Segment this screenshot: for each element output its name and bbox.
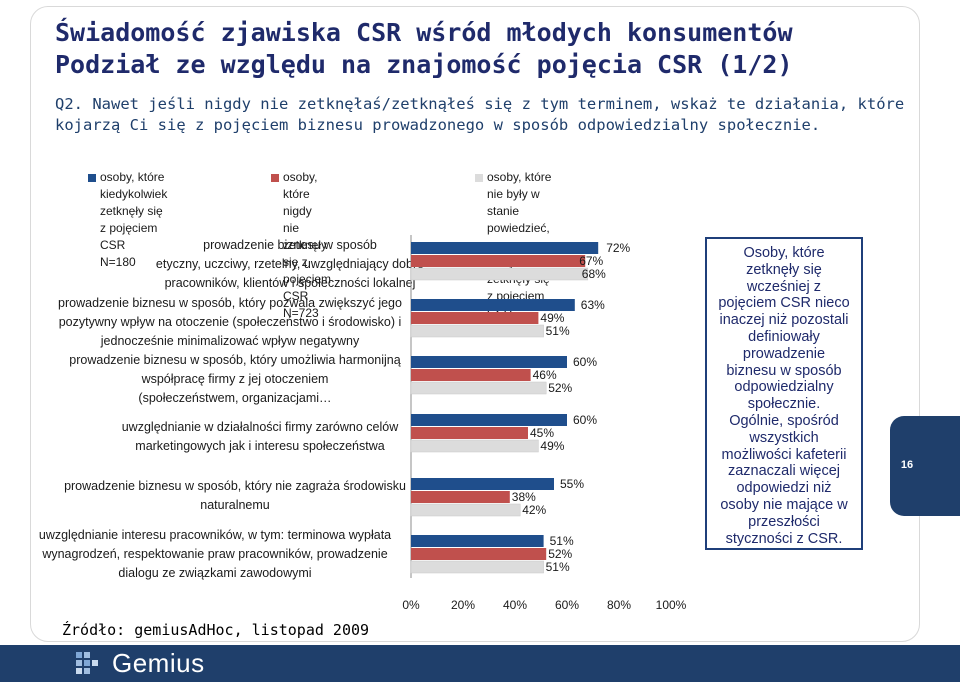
category-label: prowadzenie biznesu w sposób, który pozw… (58, 296, 402, 348)
bar (410, 267, 589, 281)
data-label: 63% (581, 298, 605, 312)
bar (411, 255, 586, 267)
data-label: 60% (573, 355, 597, 369)
data-label: 72% (606, 241, 630, 255)
data-label: 67% (579, 254, 603, 268)
source-note: Źródło: gemiusAdHoc, listopad 2009 (62, 621, 370, 639)
gemius-logo-text: Gemius (112, 648, 205, 678)
category-label: uwzględnianie w działalności firmy zarów… (121, 420, 399, 453)
legend-swatch-blue (88, 174, 96, 182)
x-tick-label: 20% (451, 598, 475, 612)
x-tick-label: 40% (503, 598, 527, 612)
bar (411, 369, 531, 381)
data-label: 60% (573, 413, 597, 427)
bar (410, 324, 544, 338)
bar (411, 535, 544, 547)
footer-bar (0, 645, 960, 682)
category-label: prowadzenie biznesu w sposób etyczny, uc… (155, 238, 425, 290)
data-label: 68% (582, 267, 606, 281)
data-label: 49% (540, 439, 564, 453)
data-label: 52% (548, 381, 572, 395)
page-number: 16 (900, 459, 914, 471)
bar (411, 427, 528, 439)
slide-title: Świadomość zjawiska CSR wśród młodych ko… (55, 18, 793, 79)
legend-swatch-gray (475, 174, 483, 182)
data-label: 38% (512, 490, 536, 504)
bar (410, 439, 539, 453)
legend-label: osoby, które nigdy nie zetknęły się z po… (283, 170, 332, 320)
x-tick-label: 60% (555, 598, 579, 612)
legend-label: osoby, które kiedykolwiek zetknęły się z… (100, 170, 168, 269)
category-label: prowadzenie biznesu w sposób, który umoż… (69, 353, 401, 405)
data-label: 46% (533, 368, 557, 382)
page-number-tab (890, 416, 960, 516)
data-label: 51% (550, 534, 574, 548)
category-label: prowadzenie biznesu w sposób, który nie … (64, 479, 406, 512)
x-tick-label: 100% (656, 598, 687, 612)
legend-swatch-red (271, 174, 279, 182)
data-label: 45% (530, 426, 554, 440)
bar (410, 381, 547, 395)
bar (411, 478, 554, 490)
data-label: 51% (546, 560, 570, 574)
bar (411, 548, 547, 560)
side-note-box: Osoby, które zetknęły się wcześniej z po… (705, 237, 863, 550)
bar (410, 503, 521, 517)
bar (411, 414, 567, 426)
data-label: 55% (560, 477, 584, 491)
x-tick-label: 80% (607, 598, 631, 612)
survey-question: Q2. Nawet jeśli nigdy nie zetknęłaś/zetk… (55, 95, 905, 134)
bar (410, 560, 544, 574)
x-tick-label: 0% (402, 598, 420, 612)
data-label: 52% (548, 547, 572, 561)
bar (411, 356, 567, 368)
data-label: 42% (522, 503, 546, 517)
bar (411, 491, 510, 503)
bar (411, 299, 575, 311)
data-label: 51% (546, 324, 570, 338)
gemius-logo-icon (76, 652, 98, 674)
bar (411, 312, 539, 324)
bar (411, 242, 599, 254)
category-label: uwzględnianie interesu pracowników, w ty… (38, 528, 392, 580)
data-label: 49% (540, 311, 564, 325)
